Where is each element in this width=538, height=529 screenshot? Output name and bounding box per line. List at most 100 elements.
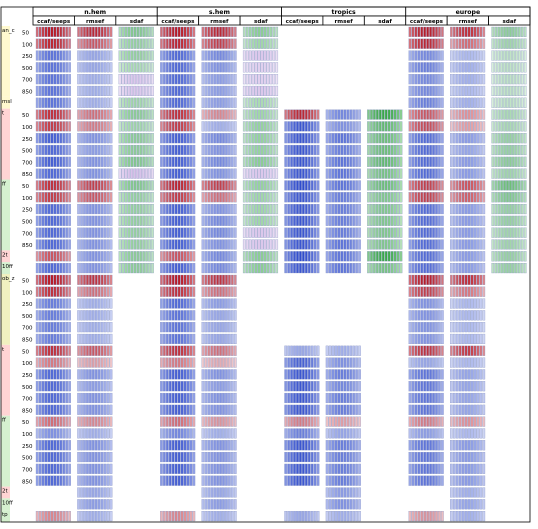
score-segment	[408, 333, 412, 345]
score-segment	[435, 286, 438, 297]
score-segment	[272, 144, 276, 156]
score-segment	[426, 62, 429, 73]
score-segment	[192, 369, 196, 380]
score-segment	[142, 62, 145, 73]
score-segment	[166, 121, 169, 132]
score-segment	[59, 133, 63, 144]
score-segment	[331, 392, 335, 404]
score-segment	[41, 345, 45, 356]
score-segment	[86, 463, 89, 474]
score-segment	[139, 251, 142, 262]
score-segment	[228, 251, 231, 262]
score-segment	[302, 251, 305, 262]
score-segment	[97, 345, 101, 356]
score-segment	[92, 215, 95, 226]
score-cell	[242, 109, 279, 120]
score-segment	[216, 144, 219, 156]
score-segment	[376, 227, 379, 238]
score-segment	[225, 416, 228, 427]
score-segment	[89, 487, 92, 498]
score-segment	[352, 121, 355, 132]
score-cell	[35, 511, 71, 522]
score-segment	[213, 192, 216, 203]
score-segment	[302, 263, 305, 274]
score-segment	[287, 451, 290, 463]
score-segment	[355, 451, 358, 463]
score-segment	[89, 38, 92, 49]
score-segment	[83, 369, 86, 380]
score-segment	[231, 392, 234, 404]
score-segment	[133, 62, 137, 73]
score-segment	[139, 26, 142, 37]
score-cell	[160, 440, 196, 451]
score-segment	[254, 239, 258, 250]
score-segment	[160, 50, 163, 61]
score-segment	[384, 180, 388, 191]
score-segment	[515, 227, 518, 238]
score-segment	[77, 357, 80, 368]
score-segment	[458, 416, 462, 427]
score-segment	[331, 451, 335, 463]
score-segment	[65, 345, 69, 356]
score-segment	[145, 180, 148, 191]
score-segment	[494, 26, 498, 37]
score-segment	[231, 333, 234, 345]
score-segment	[94, 404, 98, 415]
score-segment	[417, 475, 421, 486]
score-segment	[423, 180, 427, 191]
score-segment	[509, 215, 512, 226]
score-segment	[420, 156, 424, 167]
score-cell	[35, 227, 71, 238]
score-segment	[183, 310, 187, 321]
score-segment	[174, 451, 178, 463]
score-segment	[192, 357, 196, 368]
score-segment	[50, 322, 54, 333]
score-segment	[160, 168, 163, 179]
score-segment	[441, 428, 444, 439]
score-segment	[106, 227, 110, 238]
score-segment	[287, 369, 290, 380]
score-cell	[491, 50, 527, 61]
score-segment	[145, 227, 148, 238]
score-segment	[349, 239, 353, 250]
score-segment	[50, 274, 54, 285]
score-segment	[92, 333, 95, 345]
score-segment	[473, 85, 477, 97]
score-segment	[438, 274, 441, 285]
score-segment	[62, 109, 66, 120]
score-segment	[210, 381, 214, 392]
score-cell	[491, 62, 527, 73]
score-segment	[260, 144, 264, 156]
score-segment	[168, 180, 172, 191]
score-segment	[44, 404, 48, 415]
score-segment	[305, 345, 308, 356]
score-segment	[509, 180, 512, 191]
score-segment	[355, 133, 358, 144]
score-segment	[180, 404, 184, 415]
score-segment	[136, 133, 140, 144]
score-segment	[44, 345, 48, 356]
score-segment	[461, 50, 465, 61]
score-segment	[231, 463, 234, 474]
score-cell	[284, 451, 320, 463]
score-segment	[222, 404, 225, 415]
score-segment	[219, 357, 222, 368]
score-segment	[233, 85, 237, 97]
score-segment	[65, 26, 69, 37]
score-segment	[62, 180, 66, 191]
score-segment	[177, 144, 181, 156]
score-segment	[56, 263, 60, 274]
score-cell	[35, 286, 71, 297]
score-segment	[148, 180, 151, 191]
score-segment	[59, 85, 63, 97]
score-segment	[358, 144, 361, 156]
score-segment	[92, 62, 95, 73]
score-segment	[346, 109, 350, 120]
row-label: 100	[22, 196, 33, 202]
score-segment	[59, 251, 63, 262]
score-segment	[411, 451, 415, 463]
score-segment	[139, 121, 142, 132]
score-segment	[441, 345, 444, 356]
score-segment	[94, 333, 98, 345]
score-segment	[41, 192, 45, 203]
